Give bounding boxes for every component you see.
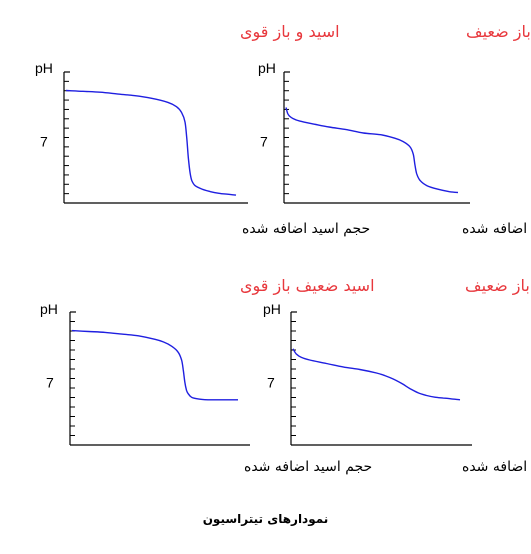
y-tick-label: 7 <box>46 375 54 391</box>
titration-curve <box>285 107 459 194</box>
x-axis-label: حجم اسید اضافه شده <box>242 221 370 237</box>
chart-title: اسید و باز قوی <box>240 22 340 42</box>
chart-title: اسید قوی باز ضعیف <box>466 22 531 42</box>
x-axis-label: حجم اسید اضافه شده <box>244 459 372 475</box>
y-tick-label: 7 <box>267 375 275 391</box>
x-axis-label: حجم اسید اضافه شده <box>462 221 531 237</box>
titration-curve <box>292 348 461 401</box>
titration-curve <box>65 89 237 196</box>
chart-title: اسید ضعیف باز قوی <box>240 276 375 296</box>
y-axis-label: pH <box>40 301 58 317</box>
y-axis-label: pH <box>35 60 53 76</box>
titration-chart-2: اسید و باز قوی pH 7 حجم اسید اضافه شده <box>35 22 370 237</box>
titration-chart-3: اسید و باز ضعیف pH 7 حجم اسید اضافه شده <box>263 276 531 475</box>
titration-curve <box>71 329 238 401</box>
y-tick-label: 7 <box>260 134 268 150</box>
titration-chart-1: اسید قوی باز ضعیف pH 7 حجم اسید اضافه شده <box>258 22 531 237</box>
y-axis-label: pH <box>258 60 276 76</box>
figure-caption: نمودارهای تیتراسیون <box>202 512 329 526</box>
chart-title: اسید و باز ضعیف <box>465 276 531 296</box>
y-axis-label: pH <box>263 301 281 317</box>
x-axis-label: حجم اسید اضافه شده <box>462 459 531 475</box>
titration-chart-4: اسید ضعیف باز قوی pH 7 حجم اسید اضافه شده <box>40 276 375 475</box>
y-tick-label: 7 <box>40 134 48 150</box>
